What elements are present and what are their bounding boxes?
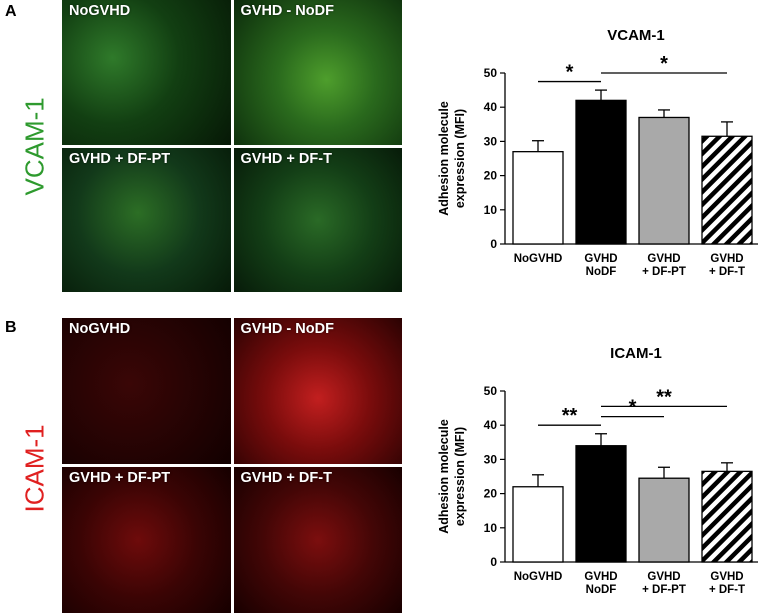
x-tick-label-line: NoDF (586, 584, 617, 596)
stain-label-vcam1: VCAM-1 (19, 97, 50, 196)
micrograph-label: GVHD - NoDF (240, 3, 334, 19)
x-tick-label-line: + DF-PT (642, 584, 686, 596)
bar (575, 99, 627, 245)
bar (638, 477, 690, 563)
y-axis-label: Adhesion molecule expression (MFI) (437, 101, 467, 216)
y-axis-label-line: expression (MFI) (453, 109, 467, 208)
bar (701, 135, 753, 245)
x-tick-label-line: NoGVHD (514, 253, 563, 265)
y-tick-label: 0 (490, 555, 497, 569)
micrograph-grid-vcam1: NoGVHD GVHD - NoDF GVHD + DF-PT GVHD + D… (62, 0, 402, 292)
bar-chart-vcam1: VCAM-1 Adhesion molecule expression (MFI) 0… (437, 27, 758, 278)
x-tick-label-line: GVHD (584, 571, 617, 583)
y-tick-label: 40 (484, 418, 498, 432)
micrograph-label: NoGVHD (69, 3, 131, 19)
x-tick-label: GVHD NoDF (584, 253, 617, 278)
x-tick-label-line: + DF-T (709, 266, 745, 278)
micrograph-tile: NoGVHD (62, 318, 231, 464)
y-axis-label-line: Adhesion molecule (437, 419, 451, 534)
micrograph-label: NoGVHD (69, 321, 131, 337)
significance-label: * (566, 62, 574, 84)
y-axis-label-line: expression (MFI) (453, 427, 467, 526)
y-tick-label: 20 (484, 169, 498, 183)
y-axis-label-line: Adhesion molecule (437, 101, 451, 216)
y-tick-label: 30 (484, 134, 498, 148)
x-tick-label: GVHD + DF-PT (642, 571, 686, 596)
x-tick-label: NoGVHD (514, 253, 563, 265)
chart-title: ICAM-1 (610, 345, 662, 362)
panel-letter-b: B (5, 319, 17, 336)
micrograph-grid-icam1: NoGVHD GVHD - NoDF GVHD + DF-PT GVHD + D… (62, 318, 402, 613)
bar (701, 470, 753, 563)
x-tick-label-line: GVHD (584, 253, 617, 265)
significance-label: * (660, 53, 668, 75)
y-tick-label: 0 (490, 237, 497, 251)
micrograph-label: GVHD + DF-T (240, 150, 332, 167)
y-tick-label: 30 (484, 452, 498, 466)
significance-label: ** (656, 386, 672, 408)
y-axis-label: Adhesion molecule expression (MFI) (437, 419, 467, 534)
micrograph-label: GVHD - NoDF (240, 321, 334, 337)
significance-label: * (629, 397, 637, 419)
bar (512, 151, 564, 245)
micrograph-tile: GVHD + DF-T (233, 467, 402, 613)
x-tick-label-line: GVHD (647, 571, 680, 583)
y-tick-label: 50 (484, 384, 498, 398)
panel-letter-a: A (5, 3, 17, 20)
x-tick-label: GVHD + DF-PT (642, 253, 686, 278)
x-tick-label-line: + DF-T (709, 584, 745, 596)
bar-chart-icam1: ICAM-1 Adhesion molecule expression (MFI) 0… (437, 345, 758, 596)
x-tick-label: GVHD NoDF (584, 571, 617, 596)
chart-title: VCAM-1 (607, 27, 665, 44)
micrograph-tile: GVHD + DF-PT (62, 467, 231, 613)
micrograph-label: GVHD + DF-PT (69, 150, 171, 167)
x-tick-label-line: GVHD (710, 253, 743, 265)
bar (512, 486, 564, 563)
x-tick-label-line: + DF-PT (642, 266, 686, 278)
micrograph-label: GVHD + DF-T (240, 470, 332, 486)
x-tick-label-line: NoDF (586, 266, 617, 278)
y-tick-label: 10 (484, 521, 498, 535)
x-tick-label: NoGVHD (514, 571, 563, 583)
significance-label: ** (562, 405, 578, 427)
y-tick-label: 50 (484, 66, 498, 80)
y-tick-label: 10 (484, 203, 498, 217)
stain-label-icam1: ICAM-1 (19, 424, 50, 513)
micrograph-tile: GVHD + DF-PT (62, 147, 231, 292)
x-tick-label-line: NoGVHD (514, 571, 563, 583)
micrograph-tile: GVHD + DF-T (233, 147, 402, 292)
micrograph-label: GVHD + DF-PT (69, 470, 171, 486)
bar (575, 445, 627, 563)
y-tick-label: 20 (484, 487, 498, 501)
y-tick-label: 40 (484, 100, 498, 114)
x-tick-label: GVHD + DF-T (709, 571, 745, 596)
micrograph-tile: NoGVHD (62, 0, 231, 145)
x-tick-label: GVHD + DF-T (709, 253, 745, 278)
micrograph-tile: GVHD - NoDF (233, 318, 402, 464)
micrograph-tile: GVHD - NoDF (233, 0, 402, 145)
bar (638, 116, 690, 245)
x-tick-label-line: GVHD (710, 571, 743, 583)
x-tick-label-line: GVHD (647, 253, 680, 265)
